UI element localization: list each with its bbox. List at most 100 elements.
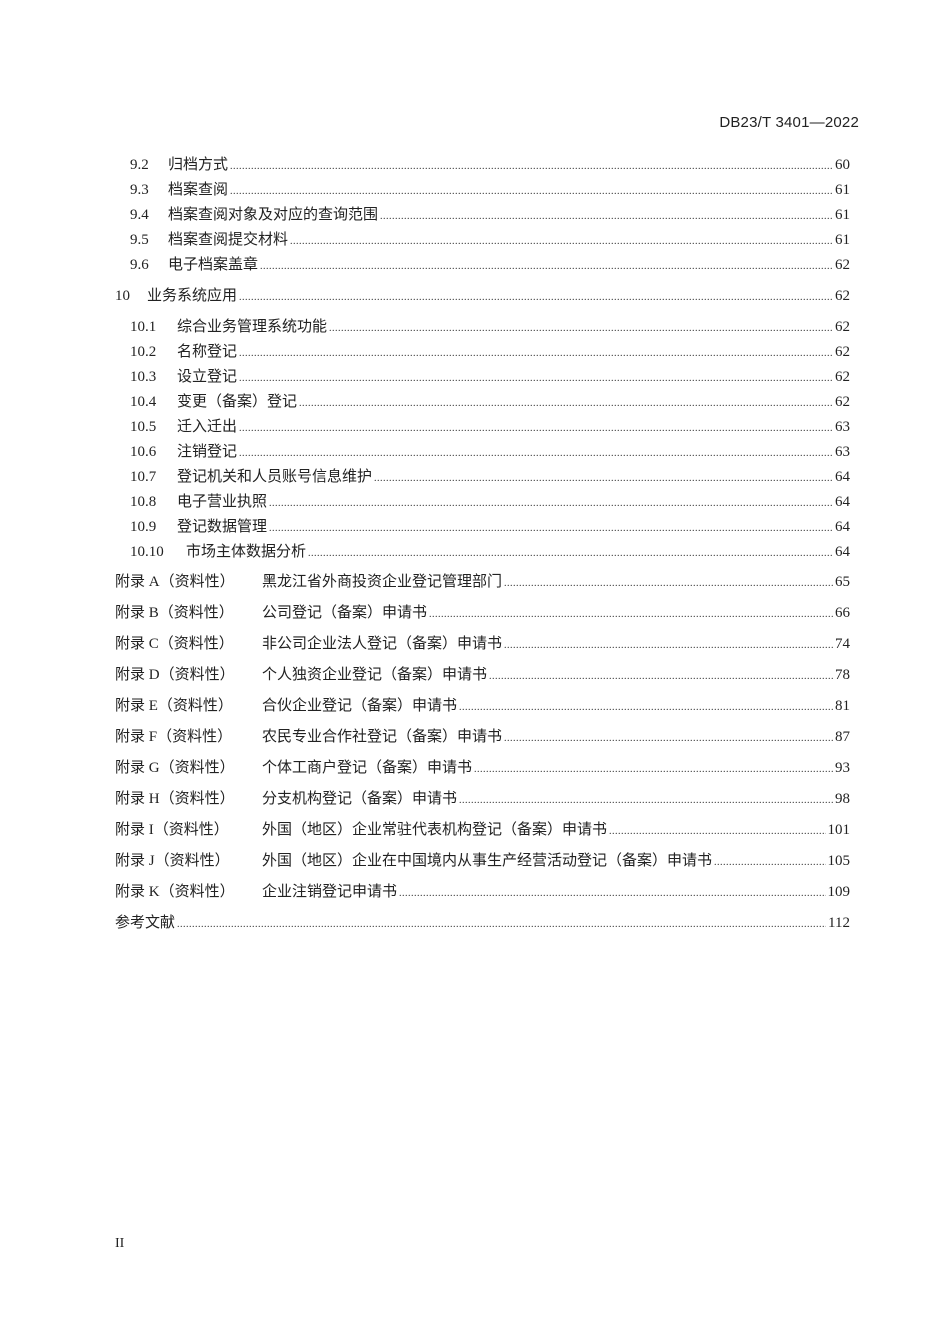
toc-entry[interactable]: 10.10 市场主体数据分析 64	[130, 542, 850, 562]
toc-entry-title: 公司登记（备案）申请书	[262, 605, 428, 621]
toc-entry-page: 87	[835, 729, 850, 745]
toc-entry[interactable]: 附录 K（资料性） 企业注销登记申请书 109	[115, 882, 850, 902]
toc-entry-page: 101	[827, 822, 851, 838]
dot-leader	[380, 205, 833, 227]
dot-leader	[269, 517, 833, 539]
dot-leader	[489, 665, 833, 687]
toc-entry-page: 64	[835, 544, 850, 560]
toc-entry[interactable]: 附录 G（资料性） 个体工商户登记（备案）申请书 93	[115, 758, 850, 778]
toc-entry[interactable]: 附录 J（资料性） 外国（地区）企业在中国境内从事生产经营活动登记（备案）申请书 1…	[115, 851, 850, 871]
toc-entry[interactable]: 附录 B（资料性） 公司登记（备案）申请书 66	[115, 603, 850, 623]
toc-entry[interactable]: 附录 I（资料性） 外国（地区）企业常驻代表机构登记（备案）申请书 101	[115, 820, 850, 840]
toc-entry[interactable]: 9.5 档案查阅提交材料 61	[130, 230, 850, 250]
toc-entry[interactable]: 附录 A（资料性） 黑龙江省外商投资企业登记管理部门 65	[115, 572, 850, 592]
document-code: DB23/T 3401—2022	[719, 114, 859, 131]
toc-entry[interactable]: 9.3 档案查阅 61	[130, 180, 850, 200]
toc-entry-number: 附录 J（资料性）	[115, 853, 230, 869]
toc-entry-page: 78	[835, 667, 850, 683]
toc-entry[interactable]: 10 业务系统应用 62	[115, 286, 850, 306]
dot-leader	[299, 392, 833, 414]
toc-entry-title: 黑龙江省外商投资企业登记管理部门	[262, 574, 503, 590]
toc-entry-page: 74	[835, 636, 850, 652]
toc-entry-number: 附录 D（资料性）	[115, 667, 235, 683]
toc-entry-number: 附录 F（资料性）	[115, 729, 233, 745]
toc-entry-number: 10.2	[130, 344, 157, 360]
toc-entry[interactable]: 10.8 电子营业执照 64	[130, 492, 850, 512]
toc-entry-page: 98	[835, 791, 850, 807]
page-number: II	[115, 1236, 125, 1251]
dot-leader	[308, 542, 833, 564]
toc-entry[interactable]: 附录 F（资料性） 农民专业合作社登记（备案）申请书 87	[115, 727, 850, 747]
toc-entry-title: 分支机构登记（备案）申请书	[262, 791, 458, 807]
toc-entry[interactable]: 附录 H（资料性） 分支机构登记（备案）申请书 98	[115, 789, 850, 809]
toc-entry-number: 9.6	[130, 257, 149, 273]
toc-entry-page: 64	[835, 469, 850, 485]
dot-leader	[474, 758, 833, 780]
dot-leader	[239, 417, 833, 439]
toc-entry-page: 81	[835, 698, 850, 714]
dot-leader	[239, 342, 833, 364]
toc-entry-title: 迁入迁出	[177, 419, 238, 435]
toc-entry[interactable]: 9.2 归档方式 60	[130, 155, 850, 175]
dot-leader	[374, 467, 833, 489]
toc-entry-title: 个人独资企业登记（备案）申请书	[262, 667, 488, 683]
toc-entry-title: 市场主体数据分析	[186, 544, 307, 560]
toc-entry-page: 62	[835, 257, 850, 273]
dot-leader	[504, 727, 833, 749]
toc-entry-title: 变更（备案）登记	[177, 394, 298, 410]
toc-entry[interactable]: 9.6 电子档案盖章 62	[130, 255, 850, 275]
dot-leader	[239, 367, 833, 389]
toc-entry-number: 9.3	[130, 182, 149, 198]
dot-leader	[239, 442, 833, 464]
toc-entry-title: 注销登记	[177, 444, 238, 460]
toc-entry[interactable]: 10.6 注销登记 63	[130, 442, 850, 462]
toc-entry-page: 62	[835, 288, 850, 304]
toc-entry-title: 企业注销登记申请书	[262, 884, 398, 900]
toc-entry-number: 10.5	[130, 419, 157, 435]
toc-entry[interactable]: 10.7 登记机关和人员账号信息维护 64	[130, 467, 850, 487]
dot-leader	[609, 820, 825, 842]
toc-entry-title: 电子档案盖章	[168, 257, 259, 273]
dot-leader	[714, 851, 825, 873]
toc-entry[interactable]: 10.5 迁入迁出 63	[130, 417, 850, 437]
toc-entry-number: 10	[115, 288, 130, 304]
toc-entry[interactable]: 附录 D（资料性） 个人独资企业登记（备案）申请书 78	[115, 665, 850, 685]
toc-entry-page: 112	[828, 915, 850, 931]
toc-entry-title: 设立登记	[177, 369, 238, 385]
toc-entry-number: 附录 H（资料性）	[115, 791, 235, 807]
toc-entry-number: 附录 G（资料性）	[115, 760, 235, 776]
toc-entry-number: 附录 A（资料性）	[115, 574, 235, 590]
toc-entry[interactable]: 10.2 名称登记 62	[130, 342, 850, 362]
toc-entry-title: 参考文献	[115, 915, 176, 931]
toc-entry[interactable]: 附录 C（资料性） 非公司企业法人登记（备案）申请书 74	[115, 634, 850, 654]
dot-leader	[459, 696, 833, 718]
toc-entry-number: 10.10	[130, 544, 164, 560]
toc-entry-page: 62	[835, 369, 850, 385]
toc-entry-page: 64	[835, 519, 850, 535]
toc-entry-title: 业务系统应用	[147, 288, 238, 304]
toc-entry[interactable]: 参考文献 112	[115, 913, 850, 933]
toc-entry[interactable]: 10.9 登记数据管理 64	[130, 517, 850, 537]
toc-entry-title: 登记数据管理	[177, 519, 268, 535]
toc-entry[interactable]: 10.4 变更（备案）登记 62	[130, 392, 850, 412]
toc-entry-number: 10.3	[130, 369, 157, 385]
dot-leader	[177, 913, 826, 935]
toc-entry[interactable]: 附录 E（资料性） 合伙企业登记（备案）申请书 81	[115, 696, 850, 716]
toc-entry-page: 109	[827, 884, 851, 900]
toc-entry-title: 合伙企业登记（备案）申请书	[262, 698, 458, 714]
toc-entry-title: 综合业务管理系统功能	[177, 319, 328, 335]
toc-entry-number: 附录 I（资料性）	[115, 822, 229, 838]
toc-entry[interactable]: 10.3 设立登记 62	[130, 367, 850, 387]
toc-entry[interactable]: 9.4 档案查阅对象及对应的查询范围 61	[130, 205, 850, 225]
toc-entry[interactable]: 10.1 综合业务管理系统功能 62	[130, 317, 850, 337]
toc-entry-title: 档案查阅提交材料	[168, 232, 289, 248]
toc-entry-number: 10.9	[130, 519, 157, 535]
toc-entry-number: 10.7	[130, 469, 157, 485]
toc-entry-page: 61	[835, 182, 850, 198]
toc-entry-page: 62	[835, 319, 850, 335]
toc-entry-page: 62	[835, 344, 850, 360]
dot-leader	[504, 634, 833, 656]
toc-entry-title: 农民专业合作社登记（备案）申请书	[262, 729, 503, 745]
toc-entry-number: 9.2	[130, 157, 149, 173]
dot-leader	[429, 603, 833, 625]
